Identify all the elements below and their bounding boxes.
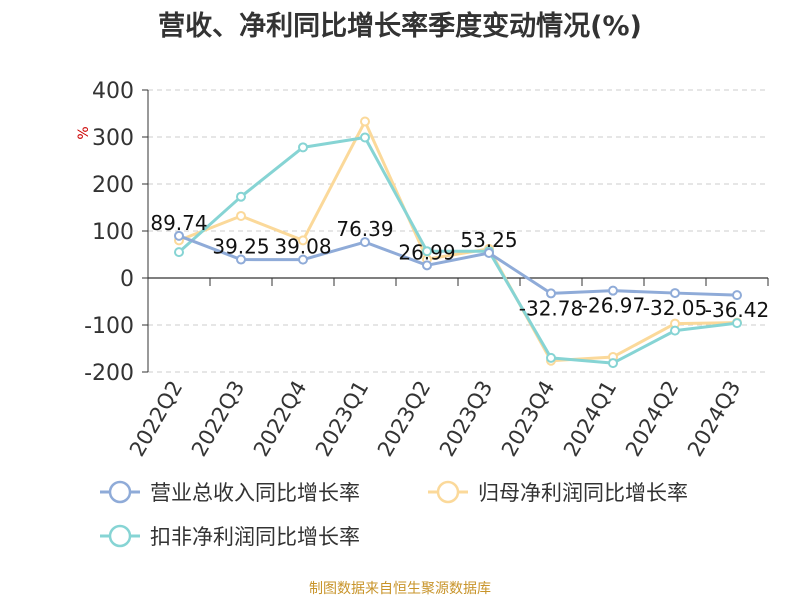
y-axis-label: % <box>76 126 92 139</box>
y-tick-label: 200 <box>92 173 134 198</box>
x-tick-label: 2023Q3 <box>435 377 497 461</box>
series-line <box>178 234 738 297</box>
data-point <box>608 285 618 296</box>
y-tick-label: 300 <box>92 126 134 151</box>
data-label: -32.78 <box>519 296 583 320</box>
y-tick-label: -100 <box>84 314 134 339</box>
y-tick-label: -200 <box>84 361 134 386</box>
x-tick-label: 2022Q3 <box>187 377 249 461</box>
data-point <box>298 142 308 153</box>
data-point <box>298 254 308 265</box>
data-label: -26.97 <box>581 294 645 318</box>
data-point <box>546 288 556 299</box>
series-line <box>178 119 738 363</box>
data-point <box>236 191 246 202</box>
data-point <box>360 116 370 127</box>
legend-label: 扣非净利润同比增长率 <box>150 525 360 549</box>
data-point <box>174 247 184 258</box>
data-point <box>422 246 432 257</box>
data-point <box>546 352 556 363</box>
y-tick-label: 0 <box>120 267 134 292</box>
data-label: 76.39 <box>336 217 393 241</box>
y-tick-label: 100 <box>92 220 134 245</box>
x-tick-label: 2023Q1 <box>311 377 373 461</box>
data-source-note: 制图数据来自恒生聚源数据库 <box>309 581 491 597</box>
data-point <box>422 260 432 271</box>
data-point <box>236 210 246 221</box>
y-tick-label: 400 <box>92 79 134 104</box>
data-point <box>174 230 184 241</box>
chart-title: 营收、净利同比增长率季度变动情况(%) <box>158 11 642 42</box>
data-point <box>360 237 370 248</box>
data-label: 53.25 <box>460 228 517 252</box>
data-point <box>608 358 618 369</box>
data-label: 39.08 <box>274 235 331 259</box>
data-point <box>298 235 308 246</box>
legend-label: 归母净利润同比增长率 <box>478 481 688 505</box>
legend-label: 营业总收入同比增长率 <box>150 481 360 505</box>
data-label: 26.99 <box>398 240 455 264</box>
legend-swatch-marker <box>108 524 132 548</box>
x-tick-label: 2023Q2 <box>373 377 435 461</box>
data-point <box>670 325 680 336</box>
data-point <box>484 247 494 258</box>
data-point <box>732 318 742 329</box>
x-tick-label: 2024Q3 <box>683 377 745 461</box>
series-line <box>177 135 738 365</box>
x-tick-label: 2024Q1 <box>559 377 621 461</box>
data-point <box>670 288 680 299</box>
legend-swatch-marker <box>108 480 132 504</box>
x-tick-label: 2023Q4 <box>497 377 559 461</box>
data-label: 39.25 <box>212 235 269 259</box>
data-point <box>360 132 370 143</box>
data-label: -32.05 <box>643 296 707 320</box>
x-tick-label: 2022Q2 <box>125 377 187 461</box>
data-label: -36.42 <box>705 298 769 322</box>
x-tick-label: 2022Q4 <box>249 377 311 461</box>
x-tick-label: 2024Q2 <box>621 377 683 461</box>
data-point <box>236 254 246 265</box>
data-label: 89.74 <box>150 211 207 235</box>
legend-swatch-marker <box>436 480 460 504</box>
data-point <box>732 290 742 301</box>
